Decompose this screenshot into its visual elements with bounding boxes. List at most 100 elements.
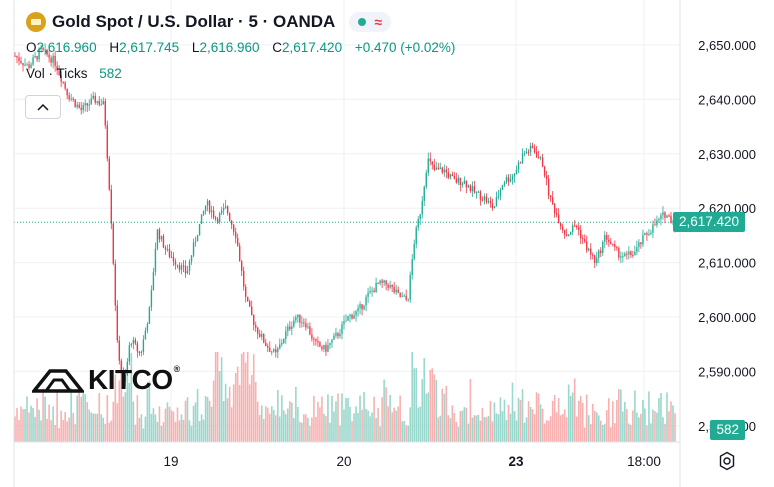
- volume-bar: [403, 420, 405, 442]
- volume-bar: [353, 413, 355, 442]
- collapse-legend-button[interactable]: [25, 95, 61, 119]
- volume-bar: [547, 420, 550, 442]
- volume-bar: [459, 411, 462, 442]
- candle-body: [664, 212, 666, 218]
- candle-body: [361, 304, 363, 310]
- ohlc-legend: O2,616.960 H2,617.745 L2,616.960 C2,617.…: [26, 40, 456, 55]
- status-pill[interactable]: ≈: [349, 12, 392, 32]
- volume-bar: [361, 409, 363, 442]
- volume-bar: [563, 409, 566, 442]
- volume-bar: [128, 382, 131, 442]
- last-price-badge: 2,617.420: [672, 212, 745, 233]
- candle-body: [347, 316, 349, 321]
- volume-bar: [551, 400, 554, 442]
- candle-body: [206, 200, 209, 206]
- volume-bar: [497, 414, 500, 442]
- volume-bar: [228, 386, 231, 442]
- x-axis[interactable]: 19 20 23 18:00: [163, 454, 660, 469]
- volume-bar: [224, 383, 227, 442]
- volume-bar: [20, 406, 22, 442]
- volume-bar: [345, 397, 347, 442]
- candle-body: [152, 271, 155, 291]
- volume-bar: [614, 423, 616, 442]
- candle-body: [116, 305, 119, 341]
- candle-body: [94, 95, 96, 103]
- y-axis[interactable]: 2,650.0002,640.0002,630.0002,620.0002,61…: [698, 38, 756, 434]
- volume-bar: [465, 407, 468, 442]
- volume-bar: [142, 428, 145, 442]
- candle-body: [397, 289, 399, 293]
- candle-body: [541, 157, 544, 167]
- symbol-title[interactable]: Gold Spot / U.S. Dollar · 5 · OANDA: [52, 12, 336, 31]
- volume-bar: [654, 411, 656, 442]
- volume-bar: [455, 421, 458, 442]
- candle-body: [44, 49, 46, 51]
- candle-body: [60, 74, 62, 82]
- candle-body: [78, 104, 80, 108]
- volume-bar: [26, 396, 28, 442]
- volume-bar: [88, 409, 91, 442]
- volume-bar: [467, 423, 470, 442]
- volume-bar: [24, 408, 26, 442]
- candle-body: [555, 213, 558, 215]
- volume-bar: [242, 352, 245, 442]
- candle-body: [561, 226, 564, 230]
- volume-bar: [485, 417, 488, 442]
- candle-body: [596, 257, 598, 264]
- candle-body: [40, 47, 42, 50]
- volume-bar: [168, 406, 171, 442]
- volume-bar: [204, 396, 207, 442]
- volume-bar: [433, 374, 436, 442]
- settings-gear-icon[interactable]: [717, 451, 737, 471]
- candle-body: [14, 55, 16, 57]
- volume-bar: [445, 385, 448, 442]
- volume-bar: [244, 362, 247, 442]
- volume-bar: [152, 408, 155, 442]
- candle-body: [110, 189, 112, 224]
- candle-body: [624, 253, 626, 257]
- candle-body: [387, 284, 389, 288]
- volume-bar: [393, 407, 395, 442]
- candle-body: [194, 241, 197, 243]
- volume-bar: [162, 422, 165, 442]
- candle-body: [636, 247, 638, 252]
- candle-body: [178, 265, 181, 270]
- volume-bar: [110, 420, 113, 442]
- candle-body: [198, 223, 201, 236]
- candle-body: [226, 206, 229, 214]
- candle-body: [158, 229, 161, 240]
- candle-body: [134, 339, 137, 344]
- candle-body: [238, 245, 241, 262]
- volume-bar: [327, 394, 329, 442]
- volume-bar: [357, 412, 359, 442]
- volume-bar: [293, 418, 295, 442]
- candle-body: [255, 325, 257, 328]
- volume-bar: [405, 425, 407, 442]
- volume-bar: [120, 361, 123, 442]
- candle-body: [311, 334, 313, 339]
- volume-bar: [648, 391, 650, 442]
- volume-bar: [670, 401, 672, 442]
- candle-body: [533, 147, 536, 152]
- volume-bar: [469, 378, 472, 442]
- candle-body: [610, 241, 612, 244]
- volume-bar: [638, 417, 640, 442]
- volume-bar: [429, 369, 432, 442]
- candle-body: [427, 158, 429, 173]
- volume-bar: [395, 410, 397, 442]
- candle-body: [148, 307, 151, 325]
- kitco-watermark: KITCO®: [32, 364, 180, 396]
- candle-body: [293, 320, 295, 327]
- volume-bar: [652, 409, 654, 442]
- candle-body: [90, 98, 92, 105]
- volume-bar: [319, 407, 321, 442]
- volume-bar: [40, 420, 42, 442]
- candle-body: [519, 162, 522, 164]
- volume-bar: [236, 366, 239, 442]
- symbol-header[interactable]: Gold Spot / U.S. Dollar · 5 · OANDA ≈: [26, 12, 392, 32]
- candle-body: [259, 333, 261, 337]
- candle-body: [154, 248, 157, 272]
- volume-bar: [333, 411, 335, 442]
- candle-body: [437, 167, 439, 169]
